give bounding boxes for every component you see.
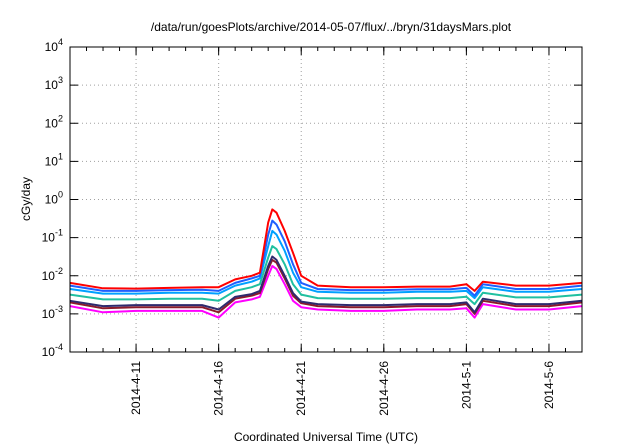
series-line-5 [69,255,583,314]
grid-lines [70,47,582,352]
y-tick-label-base: 10 [45,193,59,207]
plot-frame [69,46,583,353]
y-tick-label-exponent: 1 [58,151,63,161]
y-tick-label-base: 10 [42,269,56,283]
y-tick-label-exponent: -3 [55,304,63,314]
x-tick-label: 2014-4-26 [377,361,391,416]
y-tick-label: 10-2 [42,266,63,283]
y-tick-label-exponent: -4 [55,342,63,352]
y-tick-label: 103 [45,75,63,92]
series-line-3 [69,229,583,300]
y-tick-label-base: 10 [45,40,59,54]
y-tick-label-exponent: 2 [58,113,63,123]
y-tick-label: 10-1 [42,228,63,245]
x-axis-label: Coordinated Universal Time (UTC) [234,430,418,444]
series-line-4 [69,245,583,306]
axes-group: 10-410-310-210-11001011021031042014-4-11… [42,37,583,416]
y-tick-label: 102 [45,113,63,130]
y-tick-label-base: 10 [45,154,59,168]
y-tick-label: 100 [45,190,63,207]
y-tick-label: 10-3 [42,304,63,321]
y-tick-label: 10-4 [42,342,63,359]
y-tick-label-base: 10 [45,78,59,92]
y-axis-label: cGy/day [19,177,33,221]
x-tick-label: 2014-4-21 [294,361,308,416]
series-line-2 [69,219,583,297]
y-tick-label-base: 10 [42,307,56,321]
y-tick-label-base: 10 [42,231,56,245]
y-tick-label: 101 [45,151,63,168]
y-tick-label-exponent: 0 [58,190,63,200]
y-tick-label-exponent: 3 [58,75,63,85]
x-tick-label: 2014-5-1 [459,361,473,409]
series-group [69,208,583,319]
y-tick-label: 104 [45,37,63,54]
series-line-7 [69,265,583,319]
y-tick-label-exponent: -1 [55,228,63,238]
series-line-6 [69,258,583,315]
x-tick-label: 2014-4-16 [212,361,226,416]
series-line-1 [69,208,583,292]
y-tick-label-base: 10 [42,345,56,359]
x-tick-label: 2014-5-6 [542,361,556,409]
y-tick-label-exponent: 4 [58,37,63,47]
y-tick-label-base: 10 [45,116,59,130]
chart-title: /data/run/goesPlots/archive/2014-05-07/f… [151,20,512,34]
x-tick-label: 2014-4-11 [129,361,143,415]
y-tick-label-exponent: -2 [55,266,63,276]
